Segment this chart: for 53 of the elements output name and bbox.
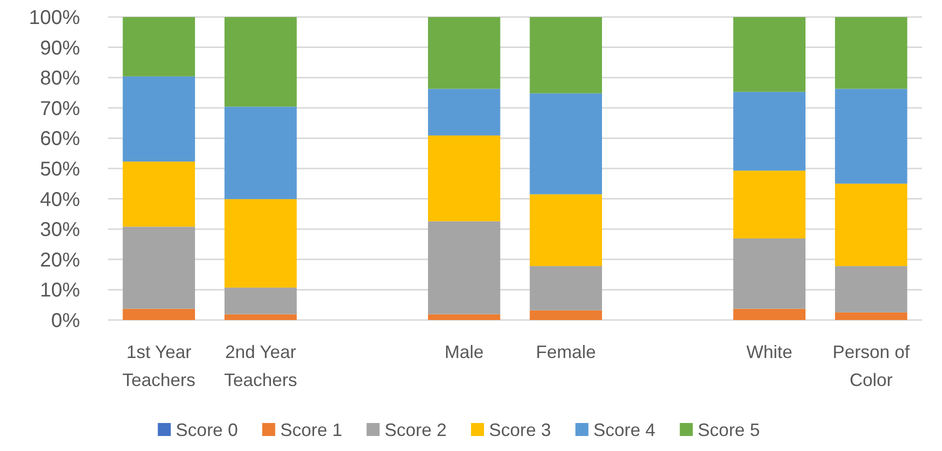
bar: [733, 308, 806, 320]
x-tick-label: Person of Color: [832, 342, 911, 390]
bar: [428, 221, 500, 314]
y-tick-label: 40%: [40, 188, 80, 211]
bar: [733, 92, 806, 171]
bar: [835, 88, 908, 184]
bar: [428, 135, 500, 222]
bar: [530, 266, 602, 310]
bar: [530, 93, 602, 194]
bar: [428, 17, 500, 89]
bar: [835, 266, 908, 312]
bar: [428, 314, 500, 320]
bar: [835, 184, 908, 266]
legend-label: Score 3: [489, 420, 552, 440]
bar: [122, 76, 195, 162]
y-tick-label: 80%: [40, 68, 80, 90]
bar: [224, 199, 297, 288]
bar: [733, 170, 806, 238]
bar: [122, 17, 195, 76]
bar: [224, 314, 297, 320]
bar: [224, 288, 297, 314]
x-tick-label: 1st Year Teachers: [122, 342, 196, 390]
y-tick-label: 0%: [51, 310, 80, 332]
bar: [428, 88, 500, 136]
legend-label: Score 1: [280, 420, 342, 440]
y-tick-label: 30%: [40, 219, 80, 242]
y-tick-label: 70%: [40, 98, 80, 120]
legend-label: Score 0: [176, 420, 238, 440]
bar: [733, 238, 806, 309]
y-tick-label: 10%: [40, 280, 80, 302]
x-tick-label: 2nd Year Teachers: [224, 342, 298, 390]
y-tick-label: 20%: [40, 249, 80, 272]
bar: [530, 310, 602, 320]
legend-label: Score 5: [698, 420, 760, 440]
y-tick-label: 100%: [28, 7, 80, 29]
bar: [530, 17, 602, 94]
y-tick-label: 90%: [40, 37, 80, 60]
bar: [224, 106, 297, 200]
legend-label: Score 4: [593, 420, 656, 440]
bar: [122, 308, 195, 320]
y-tick-label: 60%: [40, 128, 80, 150]
x-tick-label: Male: [444, 342, 484, 362]
bar: [835, 312, 908, 320]
bar: [530, 194, 602, 266]
x-tick-label: Female: [536, 342, 596, 362]
legend-label: Score 2: [384, 420, 447, 440]
bar: [122, 162, 195, 227]
y-tick-label: 50%: [40, 158, 80, 180]
x-tick-label: White: [746, 342, 792, 362]
bar: [733, 17, 806, 92]
bar: [224, 17, 297, 107]
bar: [835, 17, 908, 89]
bar: [122, 226, 195, 309]
